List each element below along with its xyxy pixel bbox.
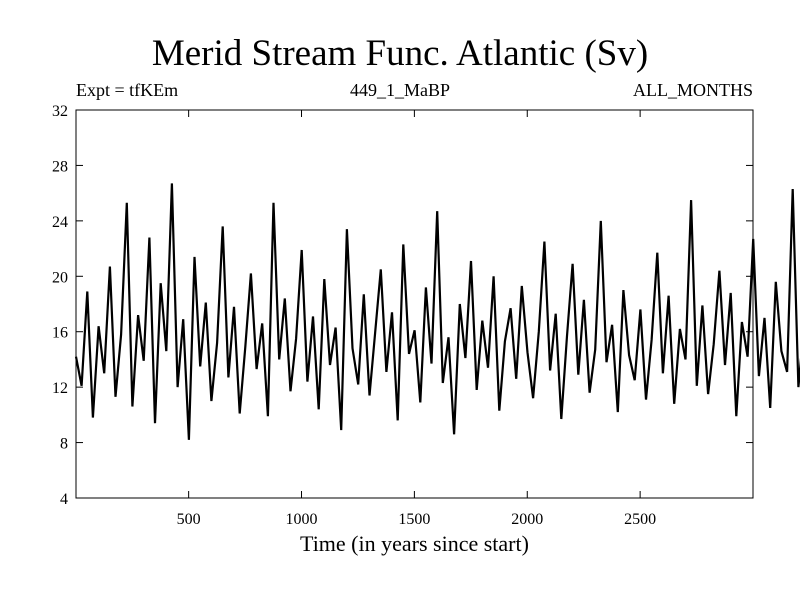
x-axis: 500 1000 1500 2000 2500 (177, 110, 656, 528)
plot-frame (75, 109, 754, 499)
series-layer (74, 183, 800, 440)
x-tick-label: 1000 (286, 511, 318, 528)
chart-title: Merid Stream Func. Atlantic (Sv) (151, 33, 649, 74)
y-tick-label: 4 (60, 491, 68, 508)
y-tick-label: 8 (60, 436, 68, 453)
period-label: ALL_MONTHS (633, 80, 753, 100)
experiment-label: Expt = tfKEm (76, 80, 179, 100)
y-tick-label: 28 (52, 158, 68, 175)
run-label: 449_1_MaBP (349, 80, 450, 100)
y-tick-label: 24 (52, 214, 68, 231)
y-tick-label: 20 (52, 269, 68, 286)
x-tick-label: 2000 (511, 511, 543, 528)
y-tick-label: 12 (52, 380, 68, 397)
y-tick-label: 32 (52, 103, 68, 120)
y-axis: 4 8 12 16 20 24 28 32 (52, 103, 753, 508)
x-tick-label: 500 (177, 511, 201, 528)
x-tick-label: 1500 (398, 511, 430, 528)
y-tick-label: 16 (52, 325, 68, 342)
series-line-0 (74, 183, 800, 440)
x-axis-label: Time (in years since start) (300, 531, 529, 556)
x-tick-label: 2500 (624, 511, 656, 528)
